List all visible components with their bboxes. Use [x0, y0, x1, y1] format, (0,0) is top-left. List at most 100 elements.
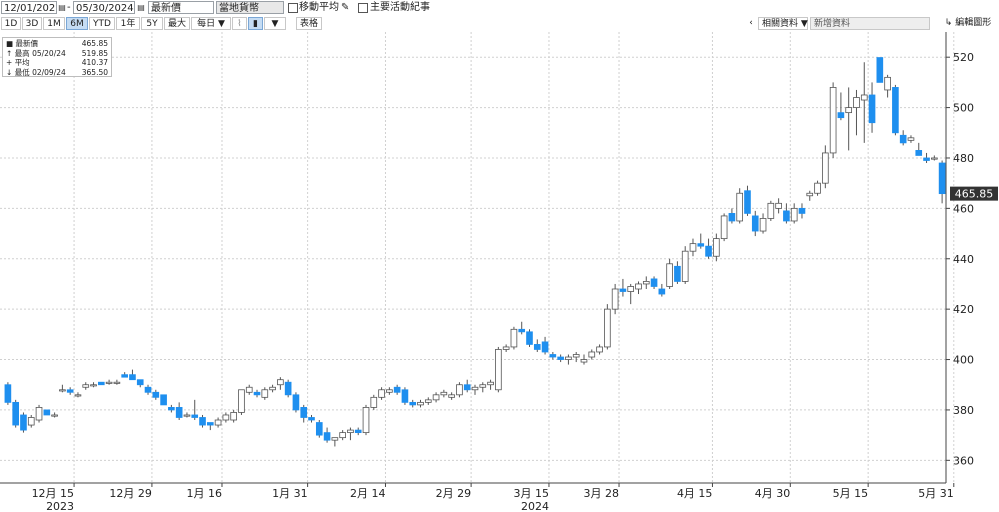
candle-down [674, 265, 681, 282]
candle-up [487, 381, 494, 386]
candle-up [417, 401, 424, 406]
candle-up [884, 76, 891, 91]
grid [0, 32, 955, 483]
candle-up [666, 263, 673, 287]
candle-down [393, 386, 401, 393]
average-marker: + [6, 58, 13, 67]
candle-up [829, 87, 837, 154]
candle-down [751, 215, 759, 232]
candle-down [798, 207, 806, 214]
x-tick-label: 2月 29 [436, 487, 472, 500]
period-button-1d[interactable]: 1D [1, 17, 21, 30]
candle-down [43, 409, 51, 416]
candles [4, 57, 946, 447]
candle-down [658, 288, 666, 295]
candle-up [720, 215, 728, 240]
x-tick-label: 12月 29 [109, 487, 152, 500]
candle-down [899, 134, 907, 144]
period-button-1m[interactable]: 1M [43, 17, 65, 30]
pencil-icon[interactable]: ✎ [341, 2, 350, 13]
chart-type-dropdown[interactable]: ▼ [264, 17, 286, 30]
candle-down [728, 213, 736, 222]
legend-label: 平均 [14, 58, 30, 67]
edit-chart-button[interactable]: ↳ 編輯圖形 [940, 17, 996, 30]
candle-down [12, 401, 19, 426]
candle-down [121, 374, 128, 378]
y-axis: 360 380 400 420 440 460 480 500 520 [945, 32, 974, 483]
candle-up [627, 286, 635, 292]
candle-down [308, 417, 315, 421]
candle-up [775, 202, 782, 209]
y-tick-label: 520 [953, 51, 974, 64]
key-events-checkbox[interactable] [358, 3, 368, 13]
candle-up [440, 391, 448, 396]
candle-up [635, 283, 642, 290]
moving-average-label: 移動平均 [299, 2, 339, 13]
price-field-select[interactable]: 最新價 [148, 1, 214, 14]
legend-value: 410.37 [81, 58, 108, 67]
candle-up [113, 381, 121, 384]
related-data-label: 相關資料 [762, 19, 799, 29]
calendar-icon[interactable]: ▤ [58, 3, 66, 12]
candle-up [588, 351, 596, 358]
candle-down [526, 331, 533, 345]
frequency-select[interactable]: 每日 ▼ [191, 17, 231, 30]
y-tick-label: 400 [953, 354, 974, 367]
candle-up [331, 437, 339, 441]
candle-up [27, 417, 35, 426]
calendar-icon[interactable]: ▤ [137, 3, 145, 12]
legend-box: ■ 最新價 465.85 ↑ 最高 05/20/24 519.85 + 平均 4… [2, 37, 112, 77]
candle-down [619, 288, 627, 292]
related-data-button[interactable]: 相關資料 ▼ [758, 17, 808, 30]
table-button[interactable]: 表格 [296, 17, 322, 30]
x-tick-label: 5月 31 [918, 487, 954, 500]
candle-down [650, 278, 658, 287]
candle-down [401, 389, 409, 403]
candle-up [183, 414, 191, 417]
edit-chart-label: 編輯圖形 [955, 18, 992, 28]
x-tick-label: 3月 28 [584, 487, 620, 500]
end-date-field[interactable]: 05/30/2024 [73, 1, 135, 14]
legend-date: 05/20/24 [32, 48, 66, 58]
period-button-ytd[interactable]: YTD [89, 17, 115, 30]
chevron-left-icon[interactable]: ‹ [744, 17, 758, 30]
candle-down [253, 391, 261, 396]
line-chart-icon[interactable]: ⌇ [232, 17, 247, 30]
top-toolbar: 12/01/2023 ▤ - 05/30/2024 ▤ 最新價 當地貨幣 移動平… [0, 0, 999, 15]
y-tick-label: 480 [953, 152, 974, 165]
candle-up [214, 419, 222, 426]
moving-average-checkbox[interactable] [288, 3, 298, 13]
start-date-field[interactable]: 12/01/2023 [1, 1, 57, 14]
candle-down [923, 157, 930, 161]
new-data-input[interactable]: 新增資料 [810, 17, 930, 30]
period-button-3d[interactable]: 3D [22, 17, 42, 30]
candle-up [339, 432, 346, 439]
last-price-tag: 465.85 [950, 186, 998, 201]
candle-up [347, 429, 354, 434]
candle-down [837, 112, 845, 119]
y-tick-label: 460 [953, 202, 974, 215]
candle-down [868, 94, 876, 124]
x-year-label: 2023 [46, 500, 74, 512]
period-button-1y[interactable]: 1年 [116, 17, 140, 30]
candle-up [510, 328, 518, 348]
candle-up [378, 389, 385, 398]
candlestick-chart-icon[interactable]: ▮ [248, 17, 263, 30]
candle-up [713, 238, 720, 257]
candle-up [386, 389, 393, 393]
period-button-max[interactable]: 最大 [164, 17, 190, 30]
candle-down [284, 381, 292, 396]
currency-select[interactable]: 當地貨幣 [216, 1, 284, 14]
candle-down [938, 162, 946, 195]
x-tick-label: 12月 15 [32, 487, 75, 500]
period-button-6m[interactable]: 6M [66, 17, 88, 30]
candle-down [783, 210, 790, 222]
candle-down [144, 386, 152, 393]
candle-up [689, 243, 697, 252]
high-marker: ↑ [6, 48, 13, 58]
candle-up [90, 384, 97, 387]
period-button-5y[interactable]: 5Y [141, 17, 163, 30]
candle-up [495, 349, 502, 391]
last-price-tag-bg [950, 186, 998, 201]
candle-up [681, 250, 689, 282]
